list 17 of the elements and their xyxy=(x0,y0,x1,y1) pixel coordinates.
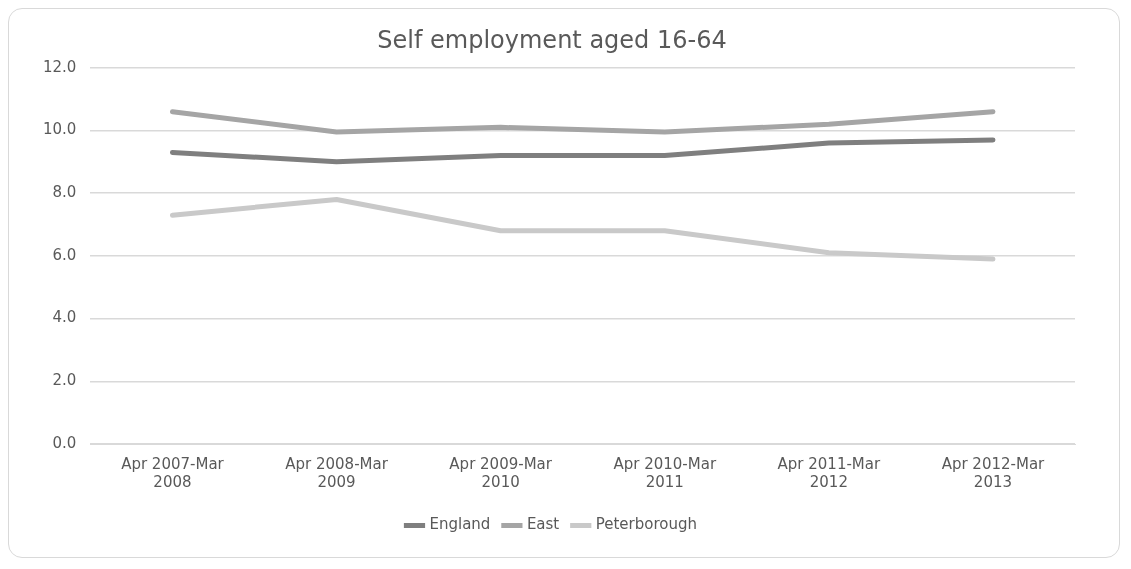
y-tick-label: 10.0 xyxy=(42,120,77,139)
y-tick-label: 12.0 xyxy=(42,57,77,76)
x-tick-label: Apr 2012-Mar 2013 xyxy=(941,454,1046,491)
y-tick-label: 0.0 xyxy=(52,433,77,452)
legend-label: East xyxy=(526,515,560,534)
x-tick-label: Apr 2011-Mar 2012 xyxy=(777,454,881,491)
chart-title: Self employment aged 16-64 xyxy=(377,25,727,54)
y-tick-label: 4.0 xyxy=(52,308,77,327)
y-tick-label: 2.0 xyxy=(52,371,77,390)
y-tick-label: 8.0 xyxy=(52,183,77,202)
x-tick-label: Apr 2009-Mar 2010 xyxy=(449,454,553,491)
x-tick-label: Apr 2008-Mar 2009 xyxy=(285,454,389,491)
legend-label: Peterborough xyxy=(595,515,698,534)
legend-label: England xyxy=(429,515,491,534)
x-tick-label: Apr 2010-Mar 2011 xyxy=(613,454,717,491)
x-tick-label: Apr 2007-Mar 2008 xyxy=(121,454,225,491)
y-tick-label: 6.0 xyxy=(52,245,77,264)
